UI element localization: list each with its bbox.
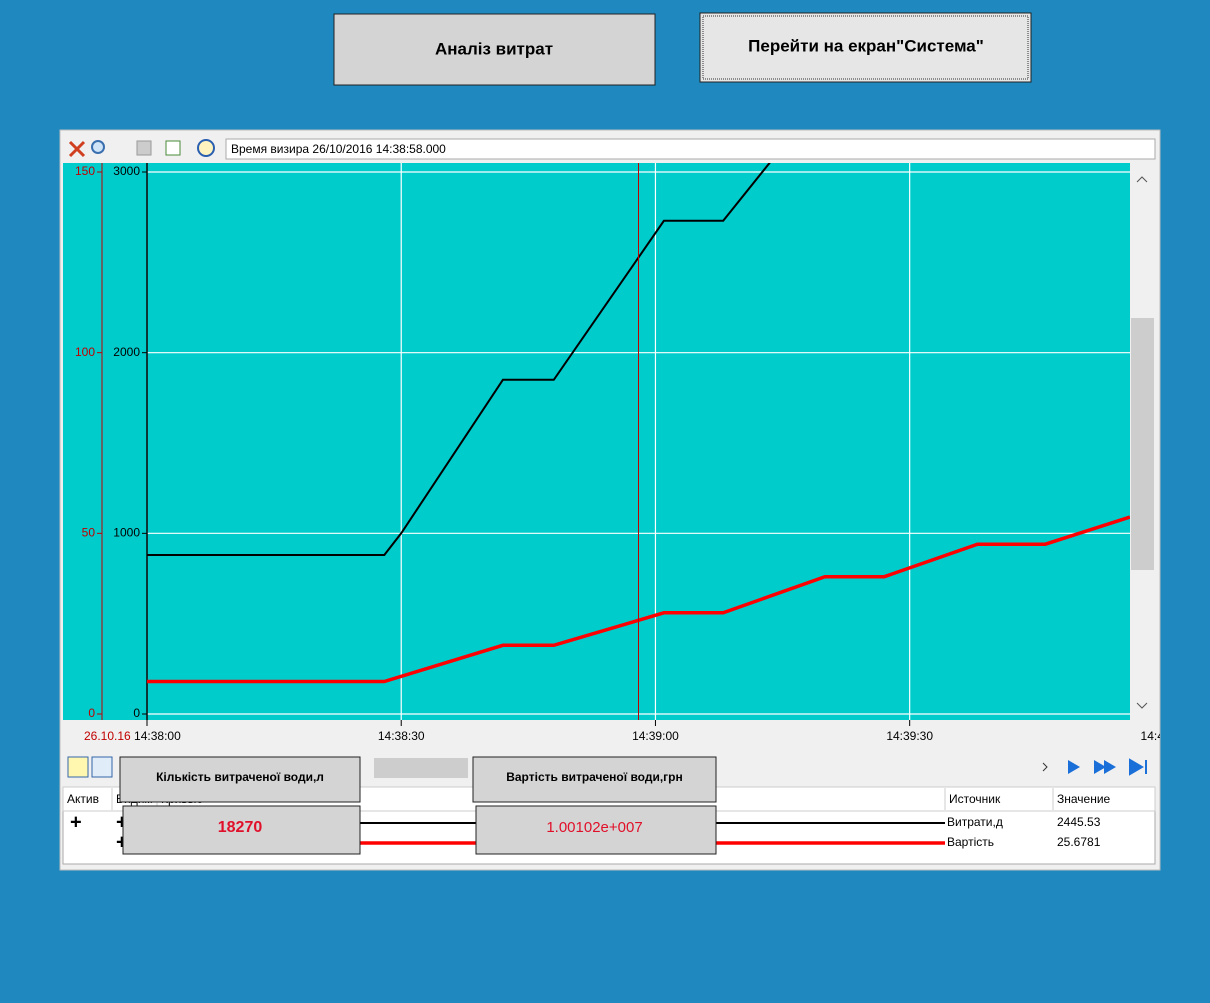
icon[interactable] [91,140,105,154]
icon[interactable] [136,140,152,156]
display-value: 1.00102e+007 [546,819,642,836]
y2-tick-label: 50 [82,526,96,540]
display-value: 18270 [218,819,263,836]
legend-name: Витрати,д [947,815,1003,829]
y-tick-label: 3000 [113,164,140,178]
legend-name: Вартість [947,835,994,849]
x-tick-label: 26.10.16 14:38:00 [84,729,181,743]
visible-cell: + [116,831,128,853]
scroll-thumb[interactable] [1131,318,1154,570]
series-line [147,515,1130,684]
table-header-cell: Значение [1057,792,1111,806]
series-line [147,163,771,556]
value-cell: 25.6781 [1057,835,1101,849]
cursor-field [225,138,1156,160]
icon[interactable] [68,140,86,158]
button-label: Перейти на екран"Система" [748,36,984,55]
display-value-box [475,805,717,855]
system-button[interactable] [699,12,1032,83]
display-label: Кількість витраченої води,л [156,770,324,784]
toolbar-icons [68,139,215,158]
value-cell: 2445.53 [1057,815,1101,829]
analysis-button[interactable] [333,13,656,86]
focus-rect [702,15,1029,80]
scroll-right[interactable] [1042,762,1048,772]
y-tick-label: 2000 [113,345,140,359]
icon[interactable] [165,140,181,156]
display-label-box [472,756,717,803]
display-value-box [122,805,361,855]
y-tick-label: 1000 [113,526,140,540]
y2-tick-label: 100 [75,345,95,359]
x-tick-label: 14:39:00 [632,729,679,743]
nav-icon[interactable] [1068,760,1080,774]
x-tick-label: 14:38:30 [378,729,425,743]
x-tick-label: 14:39:30 [886,729,933,743]
scroll-thumb[interactable] [374,758,468,778]
button-label: Аналіз витрат [435,39,553,58]
y-tick-label: 0 [133,706,140,720]
chart: 26.10.16 14:38:00 14:38:30 14:39:00 14:39:3… [75,163,1188,743]
display-label: Вартість витраченої води,грн [506,770,683,784]
x-tick-time: 14:38:00 [134,729,181,743]
scroll-arrows [1136,176,1148,709]
nav-icon[interactable] [91,756,113,778]
y2-tick-label: 0 [88,706,95,720]
nav-icon[interactable] [1094,760,1116,774]
x-tick-date: 26.10.16 [84,729,134,743]
displays: Кількість витраченої води,л 18270 Вартість… [119,756,717,855]
nav-icon[interactable] [67,756,89,778]
x-tick-label: 14:40:00 [1141,729,1188,743]
plot-area [63,163,1155,720]
active-cell: + [70,811,82,833]
table-header-cell: Актив [67,792,99,806]
cursor-label: Время визира 26/10/2016 14:38:58.000 [231,142,446,156]
icon[interactable] [197,139,215,157]
table-header-cell: Источник [949,792,1001,806]
y2-tick-label: 150 [75,164,95,178]
nav-icon[interactable] [1129,758,1147,776]
display-label-box [119,756,361,803]
visible-cell: + [116,811,128,833]
